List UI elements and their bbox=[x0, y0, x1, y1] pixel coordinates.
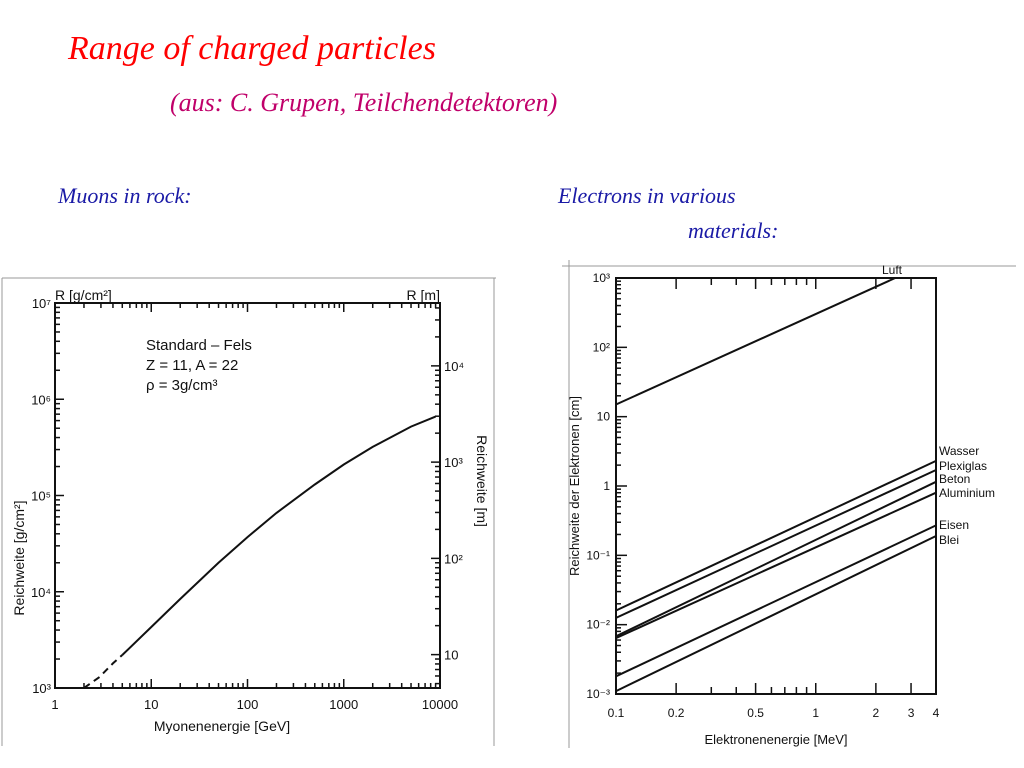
muon-tick-marks bbox=[54, 303, 441, 689]
muon-range-series bbox=[83, 415, 436, 689]
series-line-plexiglas bbox=[615, 469, 937, 619]
series-line-aluminium bbox=[615, 491, 937, 640]
muon-y-right-axis-label: Reichweite [m] bbox=[474, 435, 490, 527]
electron-x-tick-labels: 0.1 0.2 0.5 1 2 3 4 bbox=[608, 706, 940, 720]
y-tick-label: 10⁶ bbox=[31, 392, 51, 407]
y-tick-label: 10³ bbox=[593, 271, 610, 285]
electron-y-axis-label: Reichweite der Elektronen [cm] bbox=[567, 396, 582, 576]
muon-y-right-tick-labels: 10 10² 10³ 10⁴ bbox=[444, 359, 464, 663]
x-tick-label: 1 bbox=[51, 697, 58, 712]
annotation-line: ρ = 3g/cm³ bbox=[146, 377, 217, 394]
slide-subtitle: (aus: C. Grupen, Teilchendetektoren) bbox=[170, 88, 558, 117]
series-label-eisen: Eisen bbox=[939, 518, 969, 532]
series-label-aluminium: Aluminium bbox=[939, 486, 995, 500]
electron-tick-marks bbox=[615, 278, 937, 695]
series-label-wasser: Wasser bbox=[939, 444, 979, 458]
electron-range-series bbox=[615, 277, 937, 692]
y-tick-label: 1 bbox=[603, 479, 610, 493]
y-tick-label: 10⁵ bbox=[31, 489, 51, 504]
muon-x-axis-label: Myonenenergie [GeV] bbox=[154, 718, 290, 734]
x-tick-label: 1 bbox=[812, 706, 819, 720]
muon-range-curve-solid bbox=[121, 415, 436, 656]
series-label-luft: Luft bbox=[882, 263, 903, 277]
electron-x-axis-label: Elektronenenergie [MeV] bbox=[704, 732, 847, 747]
x-tick-label: 0.2 bbox=[668, 706, 685, 720]
muon-range-chart: 1 10 100 1000 10000 10³ 10⁴ 10⁵ 10⁶ 10⁷ 10 10² 10³… bbox=[1, 277, 496, 746]
electron-plot-frame bbox=[615, 277, 937, 695]
x-tick-label: 0.1 bbox=[608, 706, 625, 720]
y-right-tick-label: 10² bbox=[444, 551, 463, 566]
series-line-wasser bbox=[615, 459, 937, 612]
slide-title: Range of charged particles bbox=[68, 30, 436, 67]
x-tick-label: 4 bbox=[933, 706, 940, 720]
x-tick-label: 10 bbox=[144, 697, 158, 712]
muons-caption: Muons in rock: bbox=[58, 183, 192, 208]
series-line-blei bbox=[615, 535, 937, 692]
y-tick-label: 10⁻² bbox=[586, 618, 610, 632]
series-label-plexiglas: Plexiglas bbox=[939, 459, 987, 473]
x-tick-label: 1000 bbox=[329, 697, 358, 712]
y-right-tick-label: 10 bbox=[444, 648, 458, 663]
annotation-line: Z = 11, A = 22 bbox=[146, 357, 238, 374]
y-tick-label: 10 bbox=[597, 410, 611, 424]
y-tick-label: 10² bbox=[593, 340, 610, 354]
muon-range-curve-dashed bbox=[83, 654, 123, 689]
muon-y-tick-labels: 10³ 10⁴ 10⁵ 10⁶ 10⁷ bbox=[31, 296, 52, 696]
x-tick-label: 100 bbox=[237, 697, 259, 712]
electron-y-tick-labels: 10⁻³ 10⁻² 10⁻¹ 1 10 10² 10³ bbox=[586, 271, 610, 701]
y-tick-label: 10⁻¹ bbox=[586, 548, 610, 562]
annotation-line: Standard – Fels bbox=[146, 337, 252, 354]
series-label-blei: Blei bbox=[939, 533, 959, 547]
y-right-tick-label: 10⁴ bbox=[444, 359, 464, 374]
x-tick-label: 3 bbox=[908, 706, 915, 720]
y-tick-label: 10³ bbox=[32, 681, 51, 696]
x-tick-label: 2 bbox=[873, 706, 880, 720]
electron-range-chart: 0.1 0.2 0.5 1 2 3 4 10⁻³ 10⁻² 10⁻¹ 1 10 10² 10³ Luft… bbox=[562, 260, 1016, 748]
muon-plot-frame bbox=[54, 302, 441, 689]
electrons-caption-line-1: Electrons in various bbox=[558, 183, 736, 208]
y-right-tick-label: 10³ bbox=[444, 455, 463, 470]
muon-material-annotation: Standard – Fels Z = 11, A = 22 ρ = 3g/cm… bbox=[146, 337, 252, 394]
series-line-beton bbox=[615, 480, 937, 638]
y-tick-label: 10⁻³ bbox=[586, 687, 610, 701]
y-tick-label: 10⁷ bbox=[32, 296, 51, 311]
x-tick-label: 0.5 bbox=[747, 706, 764, 720]
muon-x-tick-labels: 1 10 100 1000 10000 bbox=[51, 697, 458, 712]
muon-y-axis-label: Reichweite [g/cm²] bbox=[11, 500, 27, 615]
series-line-eisen bbox=[615, 524, 937, 678]
x-tick-label: 10000 bbox=[422, 697, 458, 712]
electrons-caption-line-2: materials: bbox=[688, 218, 779, 243]
y-tick-label: 10⁴ bbox=[31, 585, 51, 600]
muon-y-unit-left: R [g/cm²] bbox=[55, 287, 112, 303]
muon-y-unit-right: R [m] bbox=[407, 287, 440, 303]
series-label-beton: Beton bbox=[939, 472, 970, 486]
series-line-luft bbox=[615, 277, 896, 406]
